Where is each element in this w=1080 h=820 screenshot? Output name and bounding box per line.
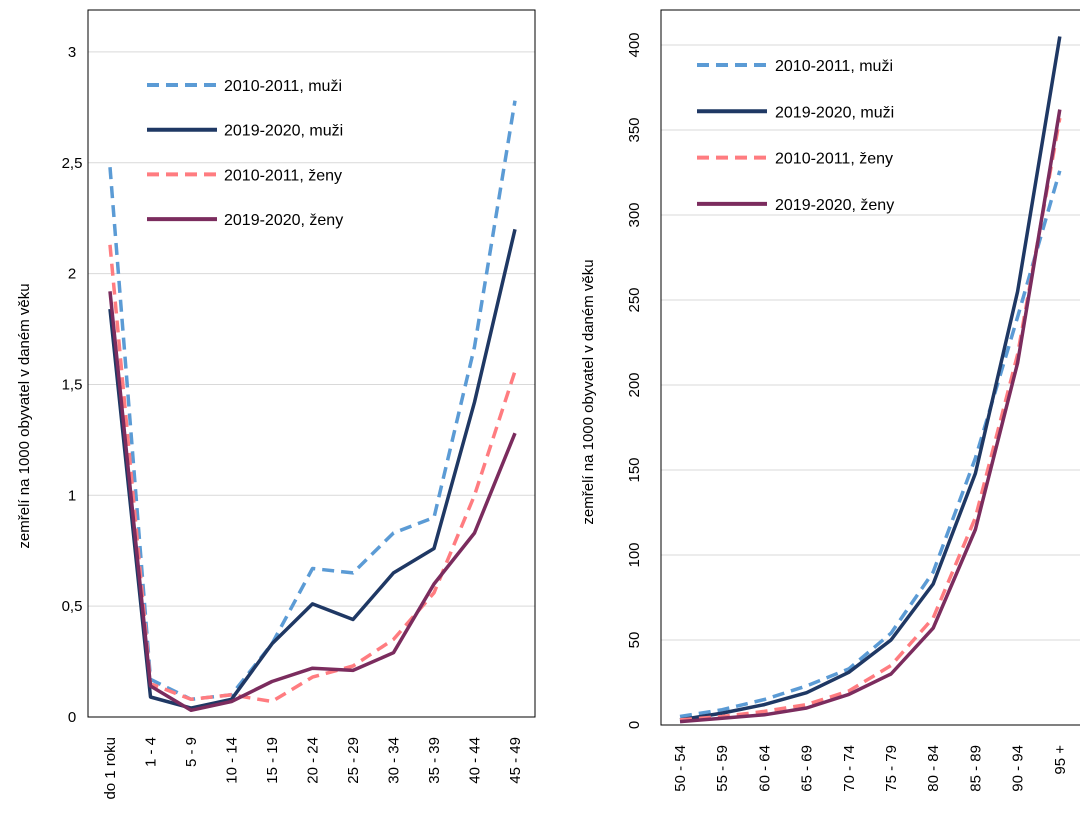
chart-left-under-50: 0 0,5 1 1,5 2 2,5 3 do 1 roku 1 - 4 5 - 9 10 - 14… [16, 9, 536, 800]
chart-left-y-tick-label: 0,5 [62, 598, 83, 615]
chart-right-y-tick-label: 300 [626, 202, 643, 227]
chart-left-plot-frame [87, 9, 536, 718]
chart-left-x-tick-label: 1 - 4 [143, 737, 160, 767]
chart-right-gridlines [661, 44, 1080, 641]
chart-left-series-line-3 [108, 244, 517, 704]
chart-left-y-tick-label: 2,5 [62, 155, 83, 172]
chart-right-plot-frame [660, 9, 1080, 726]
chart-left-legend-label: 2010-2011, ženy [224, 167, 342, 184]
chart-left-x-tick-label: do 1 roku [102, 737, 119, 800]
chart-left-y-tick-label: 1,5 [62, 376, 83, 393]
chart-right-x-tick-label: 70 - 74 [841, 745, 858, 792]
chart-right-series-line-1 [679, 170, 1062, 719]
chart-right-x-tick-label: 80 - 84 [925, 745, 942, 792]
chart-right-x-tick-label: 65 - 69 [799, 745, 816, 792]
chart-right-legend: 2010-2011, muži 2019-2020, muži 2010-2011,… [697, 58, 894, 214]
chart-right-y-tick-label: 350 [626, 117, 643, 142]
chart-right-y-tick-labels: 0 50 100 150 200 250 300 350 400 [626, 32, 643, 729]
chart-right-y-tick-label: 250 [626, 287, 643, 312]
chart-right-x-tick-label: 85 - 89 [967, 745, 984, 792]
chart-right-x-tick-labels: 50 - 54 55 - 59 60 - 64 65 - 69 70 - 74 75 - … [672, 745, 1069, 792]
chart-right-series-line-3 [679, 117, 1062, 722]
chart-left-y-tick-label: 2 [68, 266, 76, 283]
chart-right-y-tick-label: 100 [626, 542, 643, 567]
chart-left-x-tick-label: 30 - 34 [386, 737, 403, 784]
chart-left-series-line-2 [108, 228, 517, 710]
chart-right-y-tick-label: 400 [626, 32, 643, 57]
chart-left-x-tick-label: 35 - 39 [426, 737, 443, 784]
chart-right-50-plus: 0 50 100 150 200 250 300 350 400 50 - 54 55 - 59 6… [580, 9, 1080, 792]
chart-left-x-tick-label: 10 - 14 [224, 737, 241, 784]
chart-left-x-tick-label: 45 - 49 [507, 737, 524, 784]
chart-right-y-tick-label: 150 [626, 457, 643, 482]
chart-right-legend-label: 2010-2011, ženy [775, 151, 893, 168]
chart-left-series-line-4 [108, 291, 517, 713]
chart-left-y-tick-label: 3 [68, 44, 76, 61]
chart-left-legend: 2010-2011, muži 2019-2020, muži 2010-2011,… [147, 78, 343, 229]
chart-right-y-tick-label: 50 [626, 632, 643, 649]
chart-right-y-tick-label: 200 [626, 372, 643, 397]
chart-right-series-line-2 [679, 36, 1062, 722]
chart-right-x-tick-label: 75 - 79 [883, 745, 900, 792]
chart-left-y-axis-label: zemřelí na 1000 obyvatel v daném věku [16, 283, 33, 548]
chart-right-y-tick-label: 0 [626, 721, 643, 729]
chart-left-x-tick-label: 25 - 29 [345, 737, 362, 784]
chart-left-y-tick-label: 0 [68, 709, 76, 726]
chart-right-legend-label: 2010-2011, muži [775, 58, 893, 75]
chart-right-x-tick-label: 50 - 54 [672, 745, 689, 792]
chart-left-x-tick-labels: do 1 roku 1 - 4 5 - 9 10 - 14 15 - 19 20 - 24… [102, 737, 524, 800]
chart-right-x-tick-label: 60 - 64 [756, 745, 773, 792]
chart-right-legend-label: 2019-2020, ženy [775, 197, 894, 214]
chart-right-x-tick-label: 95 + [1052, 745, 1069, 775]
chart-right-series-line-4 [679, 109, 1062, 724]
chart-left-x-tick-label: 20 - 24 [305, 737, 322, 784]
chart-left-series-line-1 [108, 100, 517, 702]
chart-left-x-tick-label: 5 - 9 [183, 737, 200, 767]
chart-left-series [108, 100, 517, 713]
chart-right-x-tick-label: 55 - 59 [714, 745, 731, 792]
chart-left-legend-label: 2019-2020, muži [224, 123, 343, 140]
chart-left-y-tick-labels: 0 0,5 1 1,5 2 2,5 3 [62, 44, 83, 726]
chart-left-y-tick-label: 1 [68, 487, 76, 504]
chart-left-legend-label: 2010-2011, muži [224, 78, 342, 95]
chart-right-x-tick-label: 90 - 94 [1010, 745, 1027, 792]
chart-left-gridlines [88, 51, 535, 607]
chart-left-x-tick-label: 40 - 44 [467, 737, 484, 784]
chart-left-legend-label: 2019-2020, ženy [224, 212, 343, 229]
chart-right-y-axis-label: zemřelí na 1000 obyvatel v daném věku [580, 259, 597, 524]
chart-left-x-tick-label: 15 - 19 [264, 737, 281, 784]
chart-right-legend-label: 2019-2020, muži [775, 104, 894, 121]
chart-right-series [679, 36, 1062, 724]
